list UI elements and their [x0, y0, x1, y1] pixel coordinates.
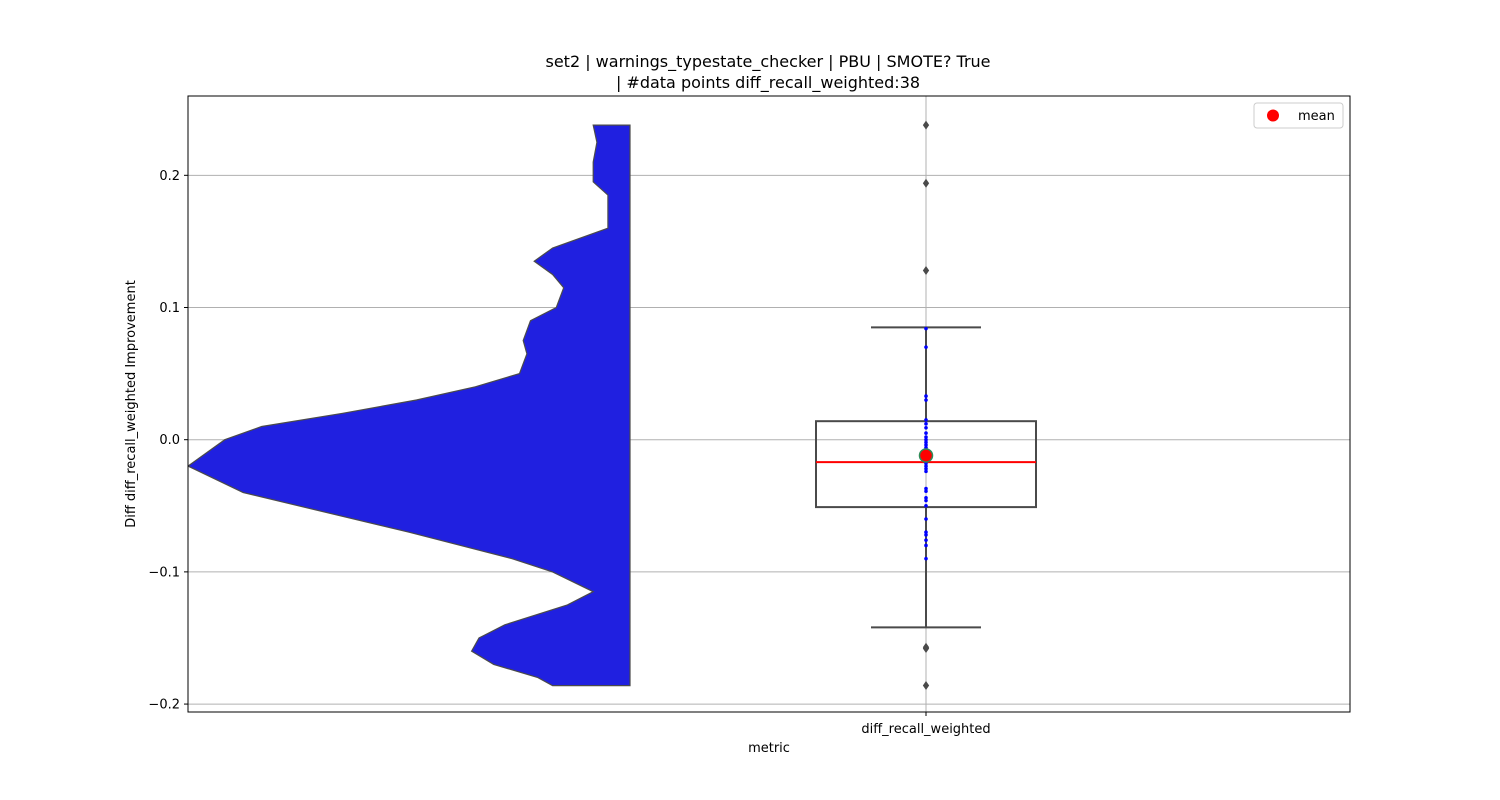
chart-title-line1: set2 | warnings_typestate_checker | PBU … [545, 52, 990, 72]
chart-title-line2: | #data points diff_recall_weighted:38 [616, 73, 920, 93]
data-point [924, 503, 928, 508]
data-point [924, 496, 928, 500]
legend: mean [1253, 102, 1344, 129]
data-point [924, 489, 928, 494]
data-point [924, 466, 928, 471]
data-point [924, 556, 928, 561]
data-point [924, 498, 928, 503]
legend-frame [1253, 102, 1344, 129]
data-point [924, 422, 928, 426]
boxplot [815, 326, 1037, 629]
data-point [924, 394, 928, 398]
data-point [924, 440, 928, 445]
legend-mean-marker [1267, 109, 1279, 122]
data-point [924, 443, 928, 447]
data-point [924, 538, 928, 542]
data-point [924, 326, 928, 331]
data-point [924, 437, 928, 442]
plot-frame [187, 95, 1351, 713]
data-point [924, 530, 928, 535]
data-point [924, 431, 928, 435]
outlier-marker [922, 178, 930, 188]
data-points [918, 120, 934, 691]
violin [188, 124, 631, 687]
data-point [924, 398, 928, 402]
data-point [924, 345, 928, 349]
y-tick-label: 0.0 [159, 433, 180, 448]
y-axis-label: Diff diff_recall_weighted Improvement [124, 280, 139, 528]
y-tick-label: 0.1 [159, 301, 180, 316]
data-point [924, 533, 928, 537]
data-point [924, 425, 928, 430]
x-tick-label: diff_recall_weighted [861, 722, 990, 737]
y-axis-ticks: −0.2 −0.1 0.0 0.1 0.2 [148, 169, 188, 713]
y-tick-label: −0.2 [148, 698, 180, 713]
outlier-marker [922, 120, 930, 130]
data-point [924, 418, 928, 422]
outlier-marker [922, 681, 930, 691]
data-point [924, 464, 928, 468]
data-point [924, 435, 928, 439]
y-tick-label: 0.2 [159, 169, 180, 184]
data-point [924, 543, 928, 548]
data-point [924, 486, 928, 491]
legend-mean-label: mean [1298, 109, 1335, 124]
grid [188, 96, 1350, 712]
x-axis-ticks: diff_recall_weighted [861, 712, 991, 737]
data-point [924, 469, 928, 474]
y-tick-label: −0.1 [148, 565, 180, 580]
x-axis-label: metric [748, 741, 790, 756]
outlier-marker [922, 644, 930, 654]
data-point [924, 517, 928, 521]
violin-shape [188, 124, 631, 687]
outlier-marker [922, 265, 930, 275]
mean-marker [918, 448, 934, 463]
